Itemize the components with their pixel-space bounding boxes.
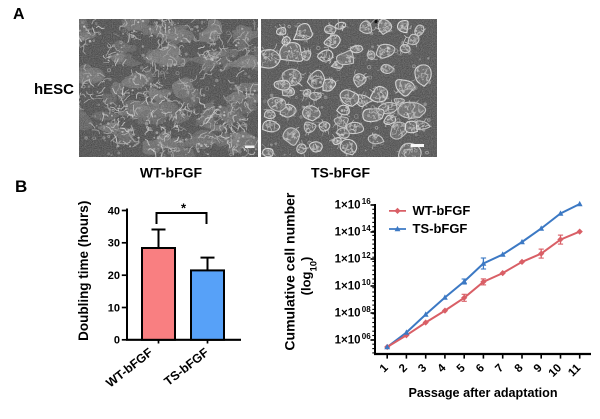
svg-text:Cumulative cell number: Cumulative cell number	[281, 192, 297, 350]
svg-text:30: 30	[108, 238, 120, 250]
svg-text:12: 12	[362, 251, 371, 260]
svg-text:1×10: 1×10	[335, 227, 361, 239]
svg-text:08: 08	[362, 305, 371, 314]
svg-text:A: A	[13, 6, 25, 23]
svg-text:Passage after adaptation: Passage after adaptation	[408, 386, 557, 400]
svg-text:1×10: 1×10	[335, 308, 361, 320]
svg-text:06: 06	[362, 332, 371, 341]
svg-text:10: 10	[108, 302, 120, 314]
svg-text:TS-bFGF: TS-bFGF	[311, 164, 371, 180]
svg-text:1×10: 1×10	[335, 335, 361, 347]
svg-text:TS-bFGF: TS-bFGF	[413, 221, 468, 236]
svg-text:WT-bFGF: WT-bFGF	[140, 164, 203, 180]
svg-text:40: 40	[108, 205, 120, 217]
svg-text:1×10: 1×10	[335, 200, 361, 212]
svg-text:16: 16	[362, 197, 371, 206]
svg-text:*: *	[181, 201, 187, 216]
svg-text:10: 10	[362, 278, 371, 287]
svg-text:hESC: hESC	[34, 81, 74, 98]
svg-text:14: 14	[362, 224, 371, 233]
svg-text:WT-bFGF: WT-bFGF	[413, 203, 471, 218]
svg-text:Doubling time (hours): Doubling time (hours)	[76, 201, 91, 341]
svg-text:1×10: 1×10	[335, 254, 361, 266]
svg-text:20: 20	[108, 270, 120, 282]
svg-text:1×10: 1×10	[335, 281, 361, 293]
svg-text:B: B	[15, 177, 27, 196]
svg-text:0: 0	[114, 335, 120, 347]
